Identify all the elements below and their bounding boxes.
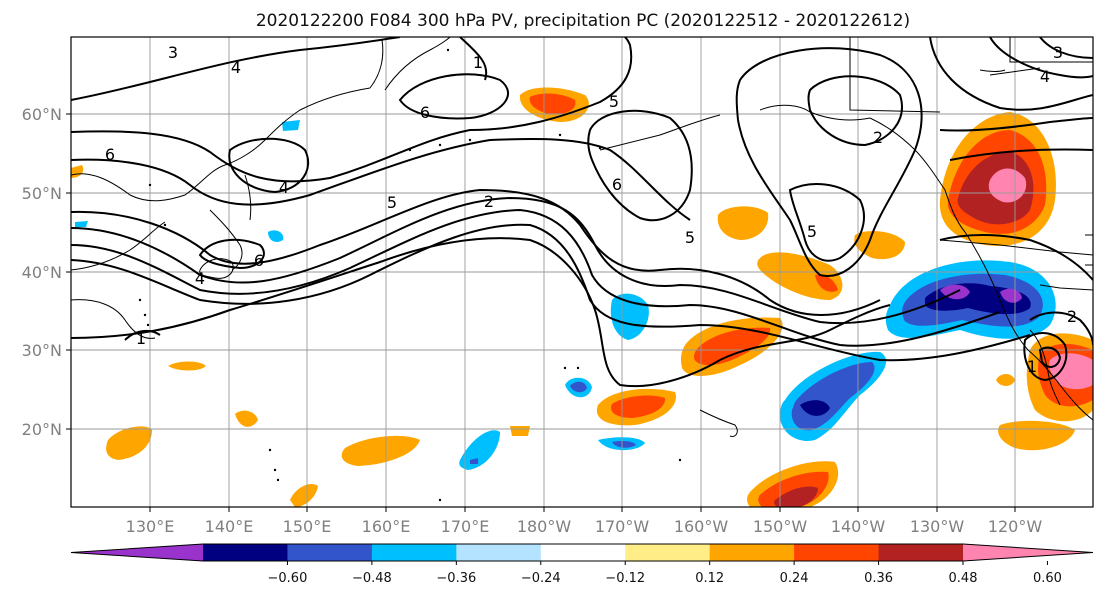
colorbar-segment (625, 544, 711, 561)
lon-tick-label: 150°W (753, 517, 808, 536)
lon-tick-label: 170°E (441, 517, 490, 536)
contour-label: 4 (1040, 67, 1050, 86)
lon-tick-label: 120°W (988, 517, 1043, 536)
longitude-labels: 130°E 140°E 150°E 160°E 170°E 180°W 170°… (126, 517, 1043, 536)
contour-label: 5 (387, 193, 397, 212)
colorbar-tick-label: −0.36 (436, 571, 476, 586)
contour-label: 2 (1067, 307, 1077, 326)
colorbar-segment (203, 544, 288, 561)
contour-label: 1 (473, 53, 483, 72)
colorbar-tick-label: 0.60 (1033, 571, 1062, 586)
lat-tick-label: 30°N (22, 341, 62, 360)
contour-label: 3 (168, 43, 178, 62)
lat-tick-label: 60°N (22, 105, 62, 124)
contour-label: 1 (1027, 357, 1037, 376)
contour-label: 2 (484, 192, 494, 211)
colorbar-tick-label: 0.12 (695, 571, 724, 586)
colorbar-segment (709, 544, 795, 561)
colorbar-extend-max (963, 544, 1093, 561)
contour-label: 5 (685, 228, 695, 247)
colorbar-tick-label: 0.36 (864, 571, 893, 586)
colorbar-tick-label: 0.48 (949, 571, 978, 586)
colorbar-segment (287, 544, 373, 561)
colorbar-segment (794, 544, 880, 561)
lon-tick-label: 170°W (595, 517, 650, 536)
lat-tick-label: 20°N (22, 420, 62, 439)
colorbar-segment (456, 544, 542, 561)
colorbar-tick-label: 0.24 (780, 571, 809, 586)
colorbar-extend-min (71, 544, 203, 561)
contour-label: 5 (807, 222, 817, 241)
colorbar-tick-label: −0.60 (268, 571, 308, 586)
lon-tick-label: 130°E (126, 517, 175, 536)
lon-tick-label: 140°W (831, 517, 886, 536)
colorbar: −0.60 −0.48 −0.36 −0.24 −0.12 0.12 0.24 0.36 0.4… (70, 543, 1094, 586)
lon-tick-label: 150°E (283, 517, 332, 536)
lon-tick-label: 160°E (362, 517, 411, 536)
contour-label: 6 (105, 145, 115, 164)
map-area: 3 4 1 6 6 4 5 2 6 4 1 5 6 5 2 5 2 3 4 1 (71, 37, 1093, 507)
contour-label: 6 (420, 103, 430, 122)
contour-label: 6 (612, 175, 622, 194)
contour-label: 2 (873, 128, 883, 147)
contour-label: 5 (609, 92, 619, 111)
contour-label: 4 (195, 269, 205, 288)
pv-contours (71, 37, 1093, 388)
coastlines (71, 37, 1093, 437)
lat-tick-label: 50°N (22, 184, 62, 203)
colorbar-outline (70, 543, 1094, 562)
colorbar-tick-label: −0.24 (521, 571, 561, 586)
colorbar-tick-label: −0.48 (352, 571, 392, 586)
contour-labels: 3 4 1 6 6 4 5 2 6 4 1 5 6 5 2 5 2 3 4 1 (105, 43, 1077, 376)
contour-label: 6 (254, 251, 264, 270)
colorbar-segment (540, 544, 626, 561)
contour-label: 3 (1053, 43, 1063, 62)
lon-tick-label: 160°W (674, 517, 729, 536)
lon-tick-label: 130°W (910, 517, 965, 536)
lon-tick-label: 180°W (517, 517, 572, 536)
colorbar-tick-label: −0.12 (605, 571, 645, 586)
map-title: 2020122200 F084 300 hPa PV, precipitatio… (256, 11, 910, 31)
contour-label: 4 (279, 178, 289, 197)
lat-tick-label: 40°N (22, 263, 62, 282)
lon-tick-label: 140°E (205, 517, 254, 536)
latitude-labels: 60°N 50°N 40°N 30°N 20°N (22, 105, 62, 439)
colorbar-segment (878, 544, 964, 561)
colorbar-segment (371, 544, 457, 561)
tick-marks (66, 113, 1016, 512)
contour-label: 1 (136, 329, 146, 348)
contour-label: 4 (231, 58, 241, 77)
